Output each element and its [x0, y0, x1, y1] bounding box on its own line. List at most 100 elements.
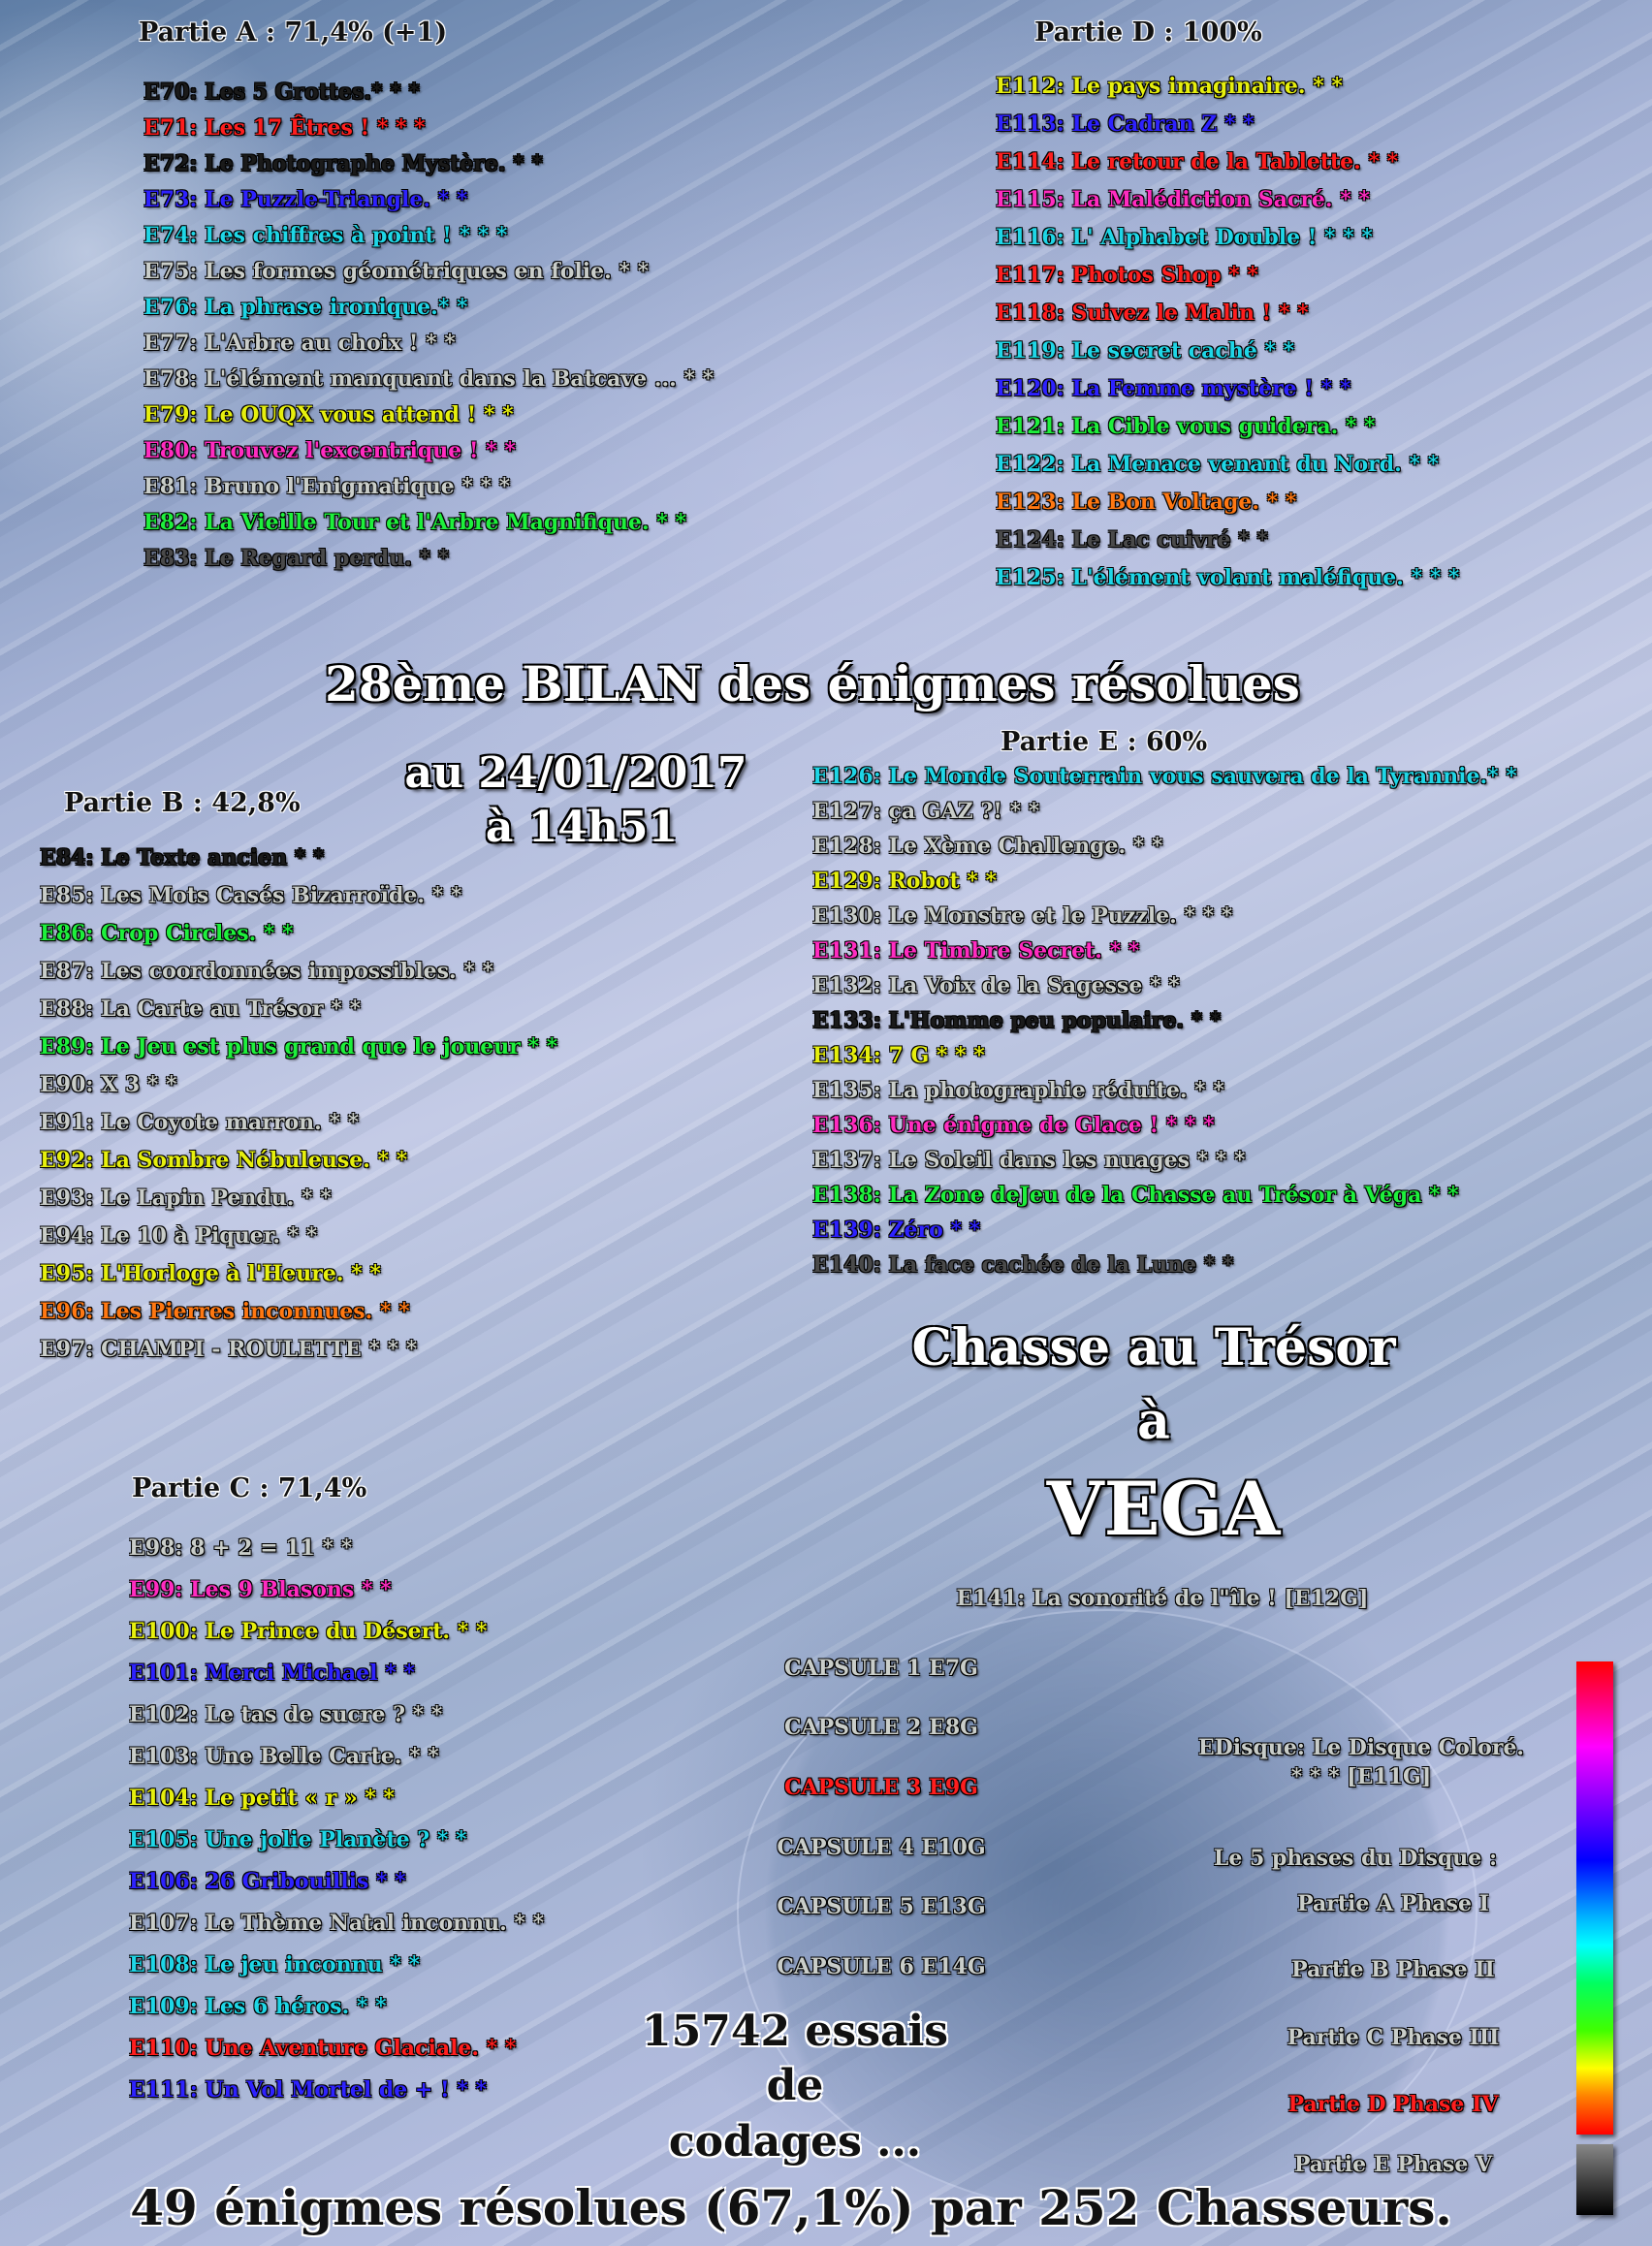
enigma-item: E102: Le tas de sucre ? * *: [129, 1702, 443, 1727]
enigma-item: E72: Le Photographe Mystère. * *: [143, 151, 543, 176]
attempts-line3: codages ...: [668, 2117, 922, 2167]
enigma-item: E93: Le Lapin Pendu. * *: [40, 1186, 332, 1211]
enigma-item: E115: La Malédiction Sacré. * *: [996, 187, 1370, 212]
part-c-header: Partie C : 71,4%: [132, 1473, 367, 1503]
enigma-item: E99: Les 9 Blasons * *: [129, 1577, 392, 1602]
title-date: au 24/01/2017: [404, 748, 747, 798]
enigma-item: E135: La photographie réduite. * *: [812, 1078, 1224, 1103]
part-b-list: E84: Le Texte ancien * * E85: Les Mots Ca…: [40, 845, 557, 1362]
enigma-item: E106: 26 Gribouillis * *: [129, 1869, 406, 1894]
part-a-list: E70: Les 5 Grottes.* * * E71: Les 17 Être…: [143, 79, 714, 571]
enigma-item: E122: La Menace venant du Nord. * *: [996, 452, 1440, 477]
enigma-item: E112: Le pays imaginaire. * *: [996, 74, 1343, 99]
phase-label: Partie D Phase IV: [1287, 2092, 1499, 2117]
capsule-label: CAPSULE 6 E14G: [777, 1954, 986, 1979]
enigma-item: E139: Zéro * *: [812, 1218, 981, 1243]
enigma-item: E136: Une énigme de Glace ! * * *: [812, 1113, 1215, 1138]
enigma-item: E96: Les Pierres inconnues. * *: [40, 1299, 410, 1324]
enigma-item: E130: Le Monstre et le Puzzle. * * *: [812, 903, 1233, 929]
color-scale-bar: [1576, 1661, 1613, 2135]
enigma-item: E94: Le 10 à Piquer. * *: [40, 1223, 318, 1249]
enigma-item: E107: Le Thème Natal inconnu. * *: [129, 1911, 545, 1936]
title-time: à 14h51: [485, 803, 679, 852]
summary-line: 49 énigmes résolues (67,1%) par 252 Chas…: [130, 2179, 1452, 2236]
enigma-item: E131: Le Timbre Secret. * *: [812, 938, 1140, 964]
page-title: 28ème BILAN des énigmes résolues: [325, 655, 1300, 712]
enigma-item: E125: L'élément volant maléfique. * * *: [996, 565, 1460, 590]
part-e-list: E126: Le Monde Souterrain vous sauvera d…: [812, 764, 1517, 1278]
phase-label: Partie C Phase III: [1287, 2025, 1500, 2050]
enigma-item: E123: Le Bon Voltage. * *: [996, 490, 1297, 515]
enigma-item: E71: Les 17 Êtres ! * * *: [143, 115, 426, 141]
enigma-item: E103: Une Belle Carte. * *: [129, 1744, 439, 1769]
disque-line1: EDisque: Le Disque Coloré.: [1197, 1735, 1525, 1760]
gray-scale-box: [1576, 2144, 1613, 2215]
disque-line2: * * * [E11G]: [1290, 1764, 1432, 1789]
attempts-line1: 15742 essais: [642, 2007, 948, 2056]
phase-label: Partie B Phase II: [1291, 1957, 1495, 1982]
enigma-item: E86: Crop Circles. * *: [40, 921, 294, 946]
part-e-header: Partie E : 60%: [1001, 727, 1208, 757]
capsule-label: CAPSULE 2 E8G: [784, 1715, 978, 1740]
part-d-list: E112: Le pays imaginaire. * * E113: Le Ca…: [996, 74, 1459, 590]
enigma-item: E101: Merci Michael * *: [129, 1661, 415, 1686]
part-a-header: Partie A : 71,4% (+1): [139, 17, 448, 47]
enigma-item: E70: Les 5 Grottes.* * *: [143, 79, 420, 105]
enigma-item: E73: Le Puzzle-Triangle. * *: [143, 187, 468, 212]
enigma-item: E88: La Carte au Trésor * *: [40, 996, 361, 1022]
enigma-item: E74: Les chiffres à point ! * * *: [143, 223, 508, 248]
enigma-item: E83: Le Regard perdu. * *: [143, 546, 450, 571]
enigma-item: E110: Une Aventure Glaciale. * *: [129, 2036, 517, 2061]
part-c-list: E98: 8 + 2 = 11 * * E99: Les 9 Blasons * …: [129, 1535, 544, 2103]
enigma-item: E109: Les 6 héros. * *: [129, 1994, 387, 2019]
enigma-item: E128: Le Xème Challenge. * *: [812, 834, 1163, 859]
e141-label: E141: La sonorité de l"île ! [E12G]: [956, 1586, 1369, 1611]
enigma-item: E81: Bruno l'Enigmatique * * *: [143, 474, 511, 499]
enigma-item: E82: La Vieille Tour et l'Arbre Magnifiq…: [143, 510, 686, 535]
enigma-item: E84: Le Texte ancien * *: [40, 845, 325, 870]
enigma-item: E98: 8 + 2 = 11 * *: [129, 1535, 353, 1561]
enigma-item: E76: La phrase ironique.* *: [143, 295, 468, 320]
enigma-item: E78: L'élément manquant dans la Batcave …: [143, 366, 715, 392]
enigma-item: E87: Les coordonnées impossibles. * *: [40, 959, 494, 984]
phase-label: Partie A Phase I: [1297, 1891, 1489, 1916]
enigma-item: E127: ça GAZ ?! * *: [812, 799, 1040, 824]
enigma-item: E80: Trouvez l'excentrique ! * *: [143, 438, 516, 463]
enigma-item: E89: Le Jeu est plus grand que le joueur…: [40, 1034, 558, 1060]
enigma-item: E79: Le OUQX vous attend ! * *: [143, 402, 514, 427]
enigma-item: E120: La Femme mystère ! * *: [996, 376, 1351, 401]
enigma-item: E119: Le secret caché * *: [996, 338, 1295, 364]
enigma-item: E140: La face cachée de la Lune * *: [812, 1252, 1234, 1278]
enigma-item: E129: Robot * *: [812, 869, 997, 894]
attempts-line2: de: [766, 2061, 824, 2110]
part-d-header: Partie D : 100%: [1034, 17, 1262, 47]
hunt-title-line2: à: [1137, 1392, 1170, 1451]
enigma-item: E91: Le Coyote marron. * *: [40, 1110, 360, 1135]
enigma-item: E133: L'Homme peu populaire. * *: [812, 1008, 1222, 1033]
hunt-title-line1: Chasse au Trésor: [911, 1318, 1396, 1377]
enigma-item: E97: CHAMPI - ROULETTE * * *: [40, 1337, 418, 1362]
part-b-header: Partie B : 42,8%: [64, 788, 301, 818]
capsule-label: CAPSULE 3 E9G: [784, 1775, 978, 1800]
enigma-item: E113: Le Cadran Z * *: [996, 111, 1255, 137]
enigma-item: E75: Les formes géométriques en folie. *…: [143, 259, 650, 284]
enigma-item: E104: Le petit « r » * *: [129, 1786, 396, 1811]
enigma-item: E100: Le Prince du Désert. * *: [129, 1619, 488, 1644]
enigma-item: E117: Photos Shop * *: [996, 263, 1258, 288]
phase-label: Partie E Phase V: [1293, 2152, 1493, 2177]
enigma-item: E108: Le jeu inconnu * *: [129, 1952, 420, 1977]
enigma-item: E137: Le Soleil dans les nuages * * *: [812, 1148, 1246, 1173]
enigma-item: E85: Les Mots Casés Bizarroïde. * *: [40, 883, 462, 908]
enigma-item: E124: Le Lac cuivré * *: [996, 527, 1268, 553]
capsule-label: CAPSULE 1 E7G: [784, 1656, 978, 1681]
capsule-label: CAPSULE 5 E13G: [777, 1894, 986, 1919]
enigma-item: E92: La Sombre Nébuleuse. * *: [40, 1148, 408, 1173]
enigma-item: E111: Un Vol Mortel de + ! * *: [129, 2077, 487, 2103]
enigma-item: E95: L'Horloge à l'Heure. * *: [40, 1261, 381, 1286]
enigma-item: E134: 7 G * * *: [812, 1043, 985, 1068]
enigma-item: E118: Suivez le Malin ! * *: [996, 301, 1309, 326]
enigma-item: E126: Le Monde Souterrain vous sauvera d…: [812, 764, 1517, 789]
enigma-item: E114: Le retour de la Tablette. * *: [996, 149, 1399, 174]
enigma-item: E121: La Cible vous guidera. * *: [996, 414, 1376, 439]
background-disc: [737, 1609, 1477, 2214]
